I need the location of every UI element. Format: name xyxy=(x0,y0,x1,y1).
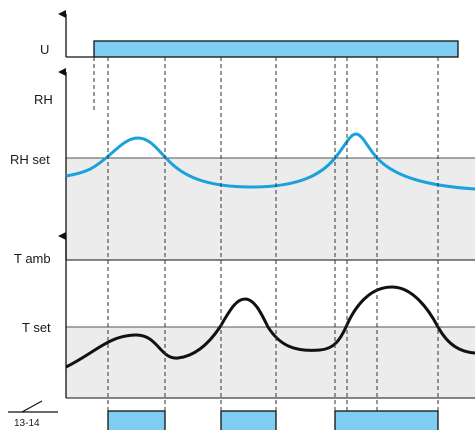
temperature-panel: T amb T set xyxy=(14,232,475,399)
supply-on-bar xyxy=(93,40,459,58)
humidity-label: RH xyxy=(34,92,53,107)
humidity-below-setpoint-area xyxy=(66,158,475,260)
supply-panel: U xyxy=(40,10,459,58)
relay-contact-label: 13-14 xyxy=(14,418,40,429)
relay-switch-symbol xyxy=(21,400,43,413)
temp-below-setpoint-area xyxy=(66,327,475,398)
temp-setpoint-label: T set xyxy=(22,320,51,335)
relay-pulse-1 xyxy=(107,410,166,430)
relay-pulse-2 xyxy=(220,410,277,430)
relay-panel: 13-14 xyxy=(8,400,439,430)
supply-label: U xyxy=(40,42,49,57)
timing-guides xyxy=(93,57,439,412)
humidity-curve xyxy=(65,132,475,191)
humidity-setpoint-label: RH set xyxy=(10,152,50,167)
relay-pulse-3 xyxy=(334,410,439,430)
temp-curve xyxy=(65,285,475,369)
temp-label: T amb xyxy=(14,251,51,266)
humidity-panel: RH RH set xyxy=(10,68,475,261)
